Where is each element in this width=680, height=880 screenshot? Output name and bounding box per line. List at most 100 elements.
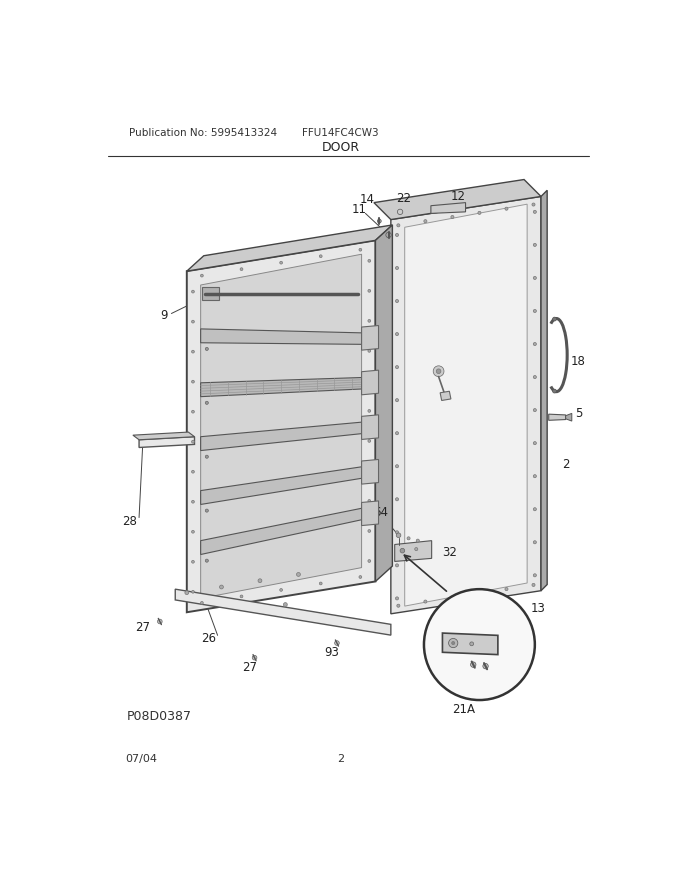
Polygon shape [549,414,566,421]
Circle shape [192,501,194,503]
Polygon shape [362,417,371,434]
Circle shape [258,579,262,583]
Circle shape [396,333,398,335]
Circle shape [192,350,194,353]
Circle shape [533,442,537,444]
Circle shape [533,474,537,478]
Polygon shape [201,254,362,598]
Circle shape [192,410,194,413]
Circle shape [368,470,371,473]
Polygon shape [133,432,194,440]
Text: 07/04: 07/04 [125,753,157,764]
Circle shape [533,540,537,544]
Polygon shape [362,414,379,439]
Circle shape [533,244,537,246]
Circle shape [192,320,194,323]
Text: P08D0387: P08D0387 [126,709,192,722]
Circle shape [359,248,362,251]
Polygon shape [187,240,375,612]
Circle shape [220,585,223,589]
Circle shape [396,299,398,303]
Polygon shape [362,373,371,389]
Circle shape [424,220,427,223]
Polygon shape [375,225,392,582]
Circle shape [205,509,208,512]
Circle shape [397,605,400,607]
Circle shape [478,591,481,595]
Text: 32: 32 [443,546,458,559]
Circle shape [205,559,208,562]
Circle shape [185,590,189,595]
Circle shape [201,602,203,605]
Circle shape [335,641,339,645]
Polygon shape [440,392,451,400]
Circle shape [532,583,535,586]
Polygon shape [443,633,498,655]
Circle shape [400,548,405,553]
Circle shape [284,603,287,606]
Circle shape [296,573,301,576]
Circle shape [532,203,535,206]
Text: 22: 22 [396,192,411,204]
Circle shape [368,319,371,322]
Circle shape [397,209,403,215]
Polygon shape [362,501,379,525]
Circle shape [433,366,444,377]
Circle shape [483,664,488,669]
Text: 93: 93 [324,646,339,659]
Text: 13: 13 [531,602,546,615]
Circle shape [396,533,401,538]
Text: 28: 28 [122,515,137,528]
Circle shape [452,642,455,644]
Circle shape [240,595,243,598]
Circle shape [396,564,398,567]
Circle shape [240,268,243,270]
Polygon shape [374,180,541,219]
Polygon shape [394,540,432,561]
Circle shape [553,317,556,321]
Polygon shape [362,370,379,395]
Circle shape [396,597,398,600]
Circle shape [451,216,454,218]
Circle shape [397,224,400,227]
Circle shape [396,531,398,534]
Text: DOOR: DOOR [322,142,360,155]
Polygon shape [405,204,527,606]
Circle shape [533,276,537,280]
Circle shape [368,290,371,292]
Circle shape [424,600,427,603]
Circle shape [386,232,391,238]
Circle shape [192,290,194,293]
Circle shape [368,379,371,382]
Circle shape [533,574,537,577]
Circle shape [192,561,194,563]
Circle shape [533,210,537,213]
Circle shape [368,500,371,502]
Text: 21A: 21A [452,703,475,715]
Circle shape [368,260,371,262]
Circle shape [158,620,162,624]
Circle shape [415,547,418,551]
Circle shape [320,582,322,585]
Text: 11: 11 [352,203,367,216]
Text: 26: 26 [201,632,216,645]
Circle shape [320,255,322,258]
Circle shape [396,432,398,435]
Text: 9: 9 [160,309,168,321]
Polygon shape [362,326,379,350]
Circle shape [533,342,537,346]
Circle shape [505,588,508,590]
Circle shape [192,470,194,473]
Circle shape [396,233,398,237]
Circle shape [471,662,476,667]
Circle shape [201,275,203,277]
Circle shape [368,409,371,413]
Polygon shape [201,378,362,397]
Text: Publication No: 5995413324: Publication No: 5995413324 [129,128,277,137]
Circle shape [451,596,454,599]
Polygon shape [362,503,371,520]
Text: FFU14FC4CW3: FFU14FC4CW3 [303,128,379,137]
Circle shape [533,508,537,510]
Circle shape [396,498,398,501]
Circle shape [416,539,420,542]
